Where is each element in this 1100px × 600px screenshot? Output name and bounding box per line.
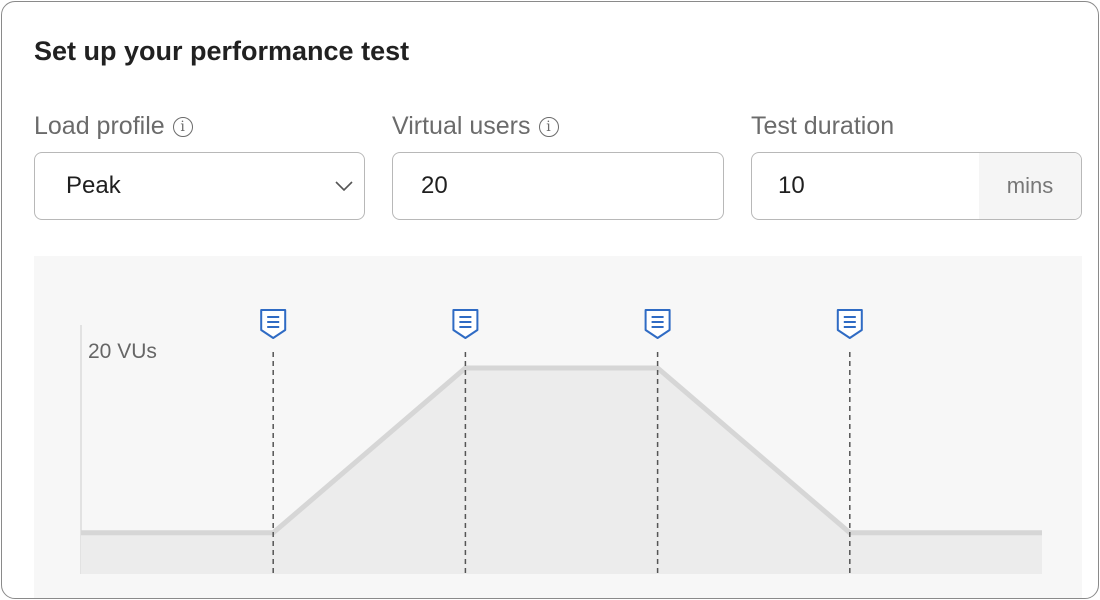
area-fill xyxy=(81,368,1042,574)
test-duration-label-text: Test duration xyxy=(751,112,895,140)
y-axis-label: 20 VUs xyxy=(88,340,157,363)
load-profile-label: Load profile i xyxy=(34,112,193,141)
load-profile-select[interactable]: Peak xyxy=(34,152,365,220)
chart-svg: 20 VUs xyxy=(80,309,1042,574)
test-duration-label: Test duration xyxy=(751,112,894,141)
load-line xyxy=(81,365,1042,536)
virtual-users-input[interactable]: 20 xyxy=(392,152,724,220)
log-marker-icon[interactable] xyxy=(644,309,671,339)
info-icon[interactable]: i xyxy=(172,116,193,137)
log-marker-icon[interactable] xyxy=(260,309,287,339)
load-profile-chart: 20 VUs xyxy=(34,256,1082,598)
virtual-users-label-text: Virtual users xyxy=(392,112,531,140)
chevron-down-icon xyxy=(324,181,364,191)
test-duration-unit: mins xyxy=(979,153,1081,219)
load-profile-label-text: Load profile xyxy=(34,112,165,140)
test-duration-value: 10 xyxy=(778,172,805,199)
page-title: Set up your performance test xyxy=(34,36,410,66)
virtual-users-value: 20 xyxy=(421,172,448,199)
info-icon[interactable]: i xyxy=(538,116,559,137)
virtual-users-label: Virtual users i xyxy=(392,112,559,141)
log-marker-icon[interactable] xyxy=(452,309,479,339)
test-duration-input[interactable]: 10 mins xyxy=(751,152,1082,220)
log-marker-icon[interactable] xyxy=(836,309,863,339)
load-profile-value: Peak xyxy=(66,172,121,199)
